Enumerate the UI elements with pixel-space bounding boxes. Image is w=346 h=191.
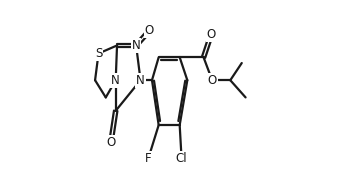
Text: O: O (207, 28, 216, 41)
Text: F: F (145, 152, 152, 165)
Text: N: N (132, 39, 140, 52)
Text: O: O (208, 74, 217, 87)
Text: O: O (145, 24, 154, 37)
Text: S: S (95, 47, 102, 60)
Text: N: N (111, 74, 120, 87)
Text: N: N (136, 74, 145, 87)
Text: O: O (106, 136, 116, 149)
Text: Cl: Cl (176, 152, 188, 165)
